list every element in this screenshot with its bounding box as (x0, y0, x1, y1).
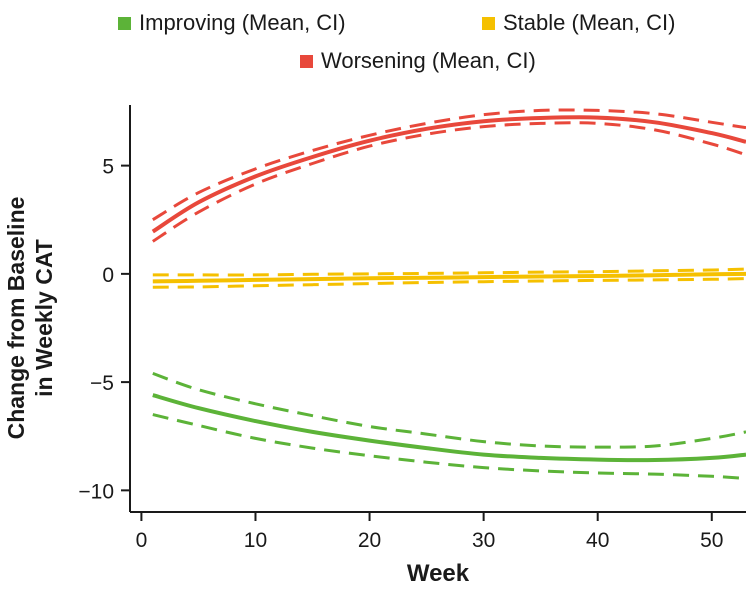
series-improving-mean-line (152, 393, 746, 463)
legend-label-improving: Improving (Mean, CI) (139, 10, 346, 35)
y-tick-label: −10 (78, 480, 114, 503)
x-tick-label: 20 (358, 529, 381, 552)
legend-item-stable: Stable (Mean, CI) (482, 10, 675, 36)
series-improving (152, 371, 746, 480)
legend-swatch-worsening (300, 54, 313, 68)
legend-item-worsening: Worsening (Mean, CI) (300, 48, 536, 74)
x-axis-title: Week (406, 560, 470, 587)
x-tick-label: 50 (700, 529, 723, 552)
x-tick-label: 0 (136, 529, 148, 552)
y-tick-label: 0 (102, 264, 114, 287)
x-tick-label: 10 (244, 529, 267, 552)
legend-item-improving: Improving (Mean, CI) (118, 10, 346, 36)
series-stable-mean-line (152, 271, 746, 284)
series-stable-ci-upper (152, 267, 746, 277)
series-stable (152, 267, 746, 289)
x-tick-label: 40 (586, 529, 609, 552)
series-worsening (151, 108, 746, 243)
legend-label-worsening: Worsening (Mean, CI) (321, 48, 536, 73)
legend-swatch-improving (118, 16, 131, 30)
series-improving-ci-lower (152, 413, 746, 480)
legend-label-stable: Stable (Mean, CI) (503, 10, 676, 35)
y-tick-label: 5 (102, 156, 114, 179)
legend-swatch-stable (482, 16, 495, 30)
series-stable-ci-lower (152, 277, 746, 289)
series-worsening-ci-upper (152, 108, 746, 221)
y-tick-label: −5 (90, 372, 114, 395)
series-worsening-mean-line (151, 115, 746, 234)
series-layer (151, 108, 746, 480)
series-improving-ci-upper (152, 371, 746, 449)
series-worsening-ci-lower (151, 121, 746, 243)
x-tick-label: 30 (472, 529, 495, 552)
